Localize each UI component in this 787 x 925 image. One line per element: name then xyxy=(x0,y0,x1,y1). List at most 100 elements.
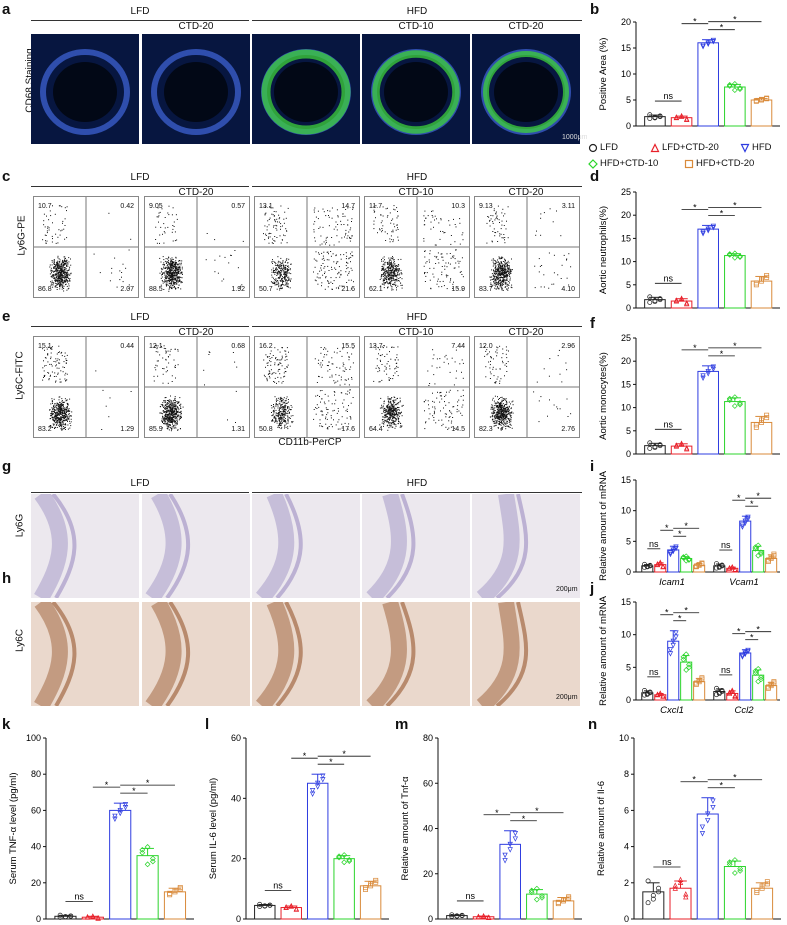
data-point xyxy=(678,295,685,301)
data-point xyxy=(539,893,545,899)
data-point xyxy=(177,886,183,892)
panel-label-j: j xyxy=(590,580,595,597)
data-point xyxy=(670,638,676,645)
header-ctd20-hfd-a: CTD-20 xyxy=(508,21,544,32)
header-line-lfd-c xyxy=(31,186,249,187)
y-tick-label: 80 xyxy=(423,733,433,743)
data-point xyxy=(652,445,658,450)
data-point xyxy=(667,550,674,556)
data-point xyxy=(112,813,118,820)
y-tick-label: 20 xyxy=(31,878,41,888)
data-point xyxy=(684,445,690,451)
data-point xyxy=(719,563,725,569)
data-point xyxy=(647,690,653,696)
chart-n: 0 2 4 6 8 10 Relative amount of Il-6 ns * * * xyxy=(596,733,781,924)
bar xyxy=(680,661,693,701)
data-point xyxy=(729,564,735,570)
sig-star: * xyxy=(665,523,669,533)
panel-label-l: l xyxy=(205,716,210,733)
data-point xyxy=(533,896,540,903)
data-point xyxy=(288,903,294,909)
legend-label: LFD xyxy=(600,142,618,153)
data-point xyxy=(742,650,748,656)
scale-bar-cd68: 1000μm xyxy=(562,134,588,141)
data-point xyxy=(673,634,679,640)
y-tick-label: 25 xyxy=(621,187,631,197)
data-point xyxy=(660,563,666,570)
quadrant-ul: 13.1 xyxy=(259,203,273,210)
bar xyxy=(696,813,719,920)
y-tick-label: 0 xyxy=(36,914,41,924)
panel-label-h: h xyxy=(2,570,12,587)
data-point xyxy=(737,85,743,91)
data-point xyxy=(731,80,738,87)
bar xyxy=(697,370,719,455)
data-point xyxy=(752,545,759,552)
quadrant-ll: 88.5 xyxy=(149,286,163,293)
y-tick-label: 15 xyxy=(621,379,631,389)
quadrant-ll: 86.8 xyxy=(38,286,52,293)
ly6c-flow-plot-2: 12.1 0.68 85.9 1.31 xyxy=(144,336,250,438)
header-line-lfd-g xyxy=(31,492,249,493)
data-point xyxy=(700,231,706,237)
data-point xyxy=(257,901,263,907)
data-point xyxy=(758,676,764,683)
panel-label-a: a xyxy=(2,1,11,18)
data-point xyxy=(673,442,680,448)
data-point xyxy=(139,849,146,856)
panel-label-e: e xyxy=(2,308,11,325)
data-point xyxy=(678,441,685,447)
legend-marker-icon xyxy=(684,159,694,168)
data-point xyxy=(680,554,687,560)
data-point xyxy=(705,226,711,233)
data-point xyxy=(555,901,561,907)
y-tick-label: 60 xyxy=(31,805,41,815)
sig-star: * xyxy=(693,202,697,212)
y-axis-label: Aortic monocytes(%) xyxy=(598,352,609,440)
cd68-image-2 xyxy=(142,34,250,144)
data-point xyxy=(512,836,519,842)
sig-ns-label: ns xyxy=(273,881,283,891)
chart-d: 0 5 10 15 20 25 Aortic neutrophils(%) ns * * * xyxy=(598,187,780,313)
legend-label: HFD+CTD-10 xyxy=(600,158,659,169)
quadrant-lr: 1.29 xyxy=(120,426,134,433)
sig-star: * xyxy=(756,625,760,635)
header-hfd-e: HFD xyxy=(406,312,428,323)
y-tick-label: 10 xyxy=(621,257,631,267)
data-point xyxy=(729,687,735,693)
data-point xyxy=(758,551,764,557)
y-tick-label: 20 xyxy=(423,869,433,879)
bar xyxy=(499,843,521,920)
data-point xyxy=(373,879,379,885)
quadrant-ur: 0.42 xyxy=(120,203,134,210)
y-tick-label: 0 xyxy=(626,303,631,313)
data-point xyxy=(657,443,663,449)
y-axis-label: Serum TNF-α level (pg/ml) xyxy=(8,773,19,885)
y-tick-label: 15 xyxy=(621,43,631,53)
sig-star: * xyxy=(146,778,150,788)
data-point xyxy=(705,371,711,377)
data-point xyxy=(309,788,316,794)
data-point xyxy=(759,278,764,284)
data-point xyxy=(672,885,678,891)
sig-star: * xyxy=(303,751,307,761)
data-point xyxy=(449,913,455,919)
data-point xyxy=(678,113,685,119)
y-axis-label: Positive Area (%) xyxy=(598,38,609,111)
data-point xyxy=(673,298,680,304)
sig-star: * xyxy=(720,349,724,359)
quadrant-ul: 9.13 xyxy=(479,203,493,210)
data-point xyxy=(642,692,647,698)
data-point xyxy=(705,41,711,47)
sig-star: * xyxy=(693,343,697,353)
category-label: Cxcl1 xyxy=(660,705,684,716)
data-point xyxy=(336,853,342,860)
header-hfd-c: HFD xyxy=(406,172,428,183)
data-point xyxy=(657,560,663,566)
data-point xyxy=(731,254,738,261)
y-tick-label: 5 xyxy=(626,280,631,290)
row-g-image-5 xyxy=(472,494,580,598)
data-point xyxy=(507,841,513,848)
data-point xyxy=(645,900,651,906)
bar xyxy=(739,520,752,573)
